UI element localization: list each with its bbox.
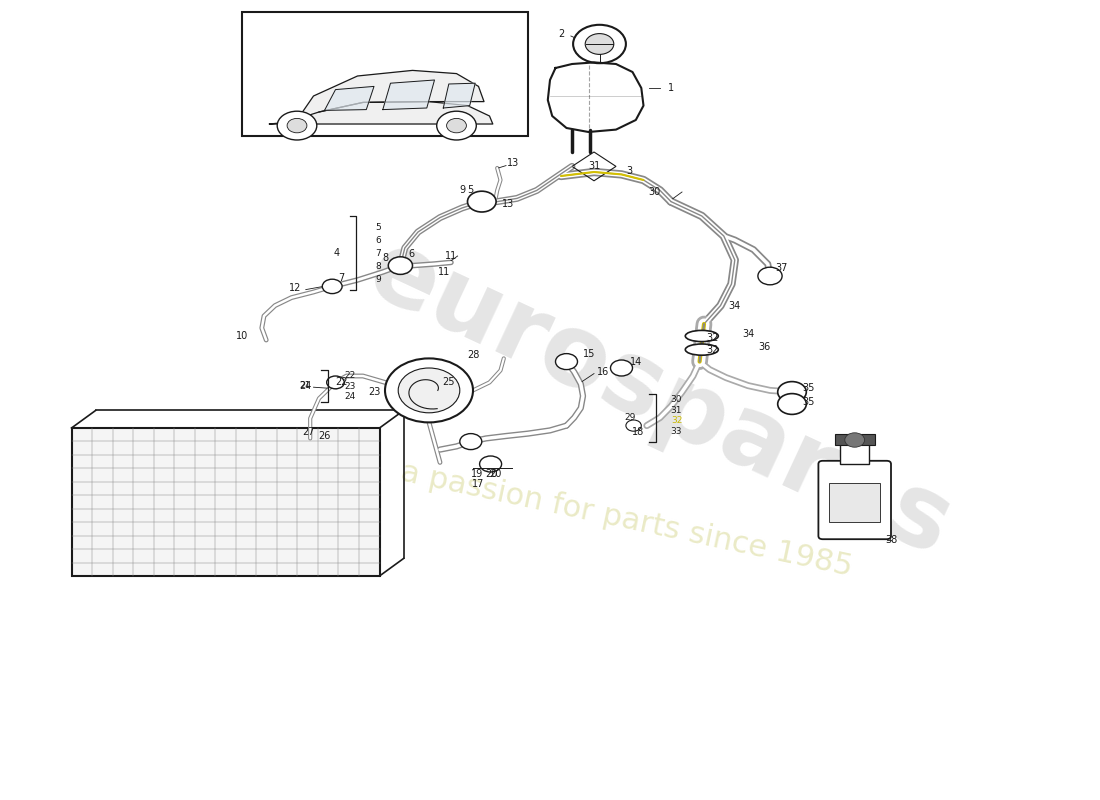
Circle shape: [845, 433, 865, 447]
Circle shape: [437, 111, 476, 140]
Ellipse shape: [685, 344, 718, 355]
Text: 25: 25: [442, 377, 455, 386]
Text: 37: 37: [774, 263, 788, 273]
Text: 21: 21: [299, 381, 310, 390]
Circle shape: [778, 394, 806, 414]
Polygon shape: [270, 102, 493, 124]
Text: 28: 28: [466, 350, 480, 360]
Circle shape: [480, 456, 502, 472]
Text: 7: 7: [338, 274, 344, 283]
Circle shape: [468, 191, 496, 212]
Text: 34: 34: [741, 330, 755, 339]
Text: 23: 23: [367, 387, 381, 397]
FancyBboxPatch shape: [818, 461, 891, 539]
Circle shape: [447, 118, 466, 133]
Circle shape: [626, 420, 641, 431]
Circle shape: [327, 376, 344, 389]
Text: 35: 35: [802, 397, 815, 406]
Text: 11: 11: [438, 267, 451, 277]
Text: 9: 9: [459, 186, 465, 195]
Text: 33: 33: [671, 426, 682, 436]
Text: 5: 5: [375, 223, 382, 233]
Text: 29: 29: [625, 413, 636, 422]
Text: 27: 27: [301, 427, 315, 437]
Text: 38: 38: [884, 535, 898, 545]
Text: eurospares: eurospares: [353, 222, 967, 578]
Circle shape: [460, 434, 482, 450]
Text: 32: 32: [706, 346, 719, 355]
Circle shape: [388, 257, 412, 274]
Circle shape: [778, 382, 806, 402]
Text: 26: 26: [318, 431, 331, 441]
Text: 13: 13: [506, 158, 519, 168]
Text: 14: 14: [629, 358, 642, 367]
Text: 6: 6: [408, 250, 415, 259]
Text: 24: 24: [299, 381, 312, 390]
Bar: [72, 428, 379, 576]
Polygon shape: [548, 62, 643, 132]
Circle shape: [398, 368, 460, 413]
Polygon shape: [443, 83, 475, 108]
Text: 11: 11: [444, 251, 458, 261]
Circle shape: [385, 358, 473, 422]
Circle shape: [585, 34, 614, 54]
Text: 22: 22: [334, 378, 348, 387]
Text: 13: 13: [502, 199, 515, 209]
Ellipse shape: [685, 330, 718, 342]
Circle shape: [610, 360, 632, 376]
Text: 9: 9: [375, 274, 382, 284]
Polygon shape: [324, 86, 374, 110]
Text: 23: 23: [344, 382, 355, 391]
Text: 4: 4: [333, 248, 340, 258]
Text: 19: 19: [471, 469, 484, 478]
Polygon shape: [383, 80, 434, 110]
Text: 30: 30: [671, 395, 682, 405]
Text: 35: 35: [802, 383, 815, 393]
Text: 22: 22: [344, 371, 355, 381]
Text: 8: 8: [382, 254, 388, 263]
Text: 2: 2: [558, 29, 564, 38]
Circle shape: [322, 279, 342, 294]
Bar: [835, 434, 874, 445]
Text: 8: 8: [375, 262, 382, 271]
Text: 6: 6: [375, 236, 382, 246]
Text: 18: 18: [631, 427, 645, 437]
Text: 20: 20: [485, 469, 498, 478]
Text: 31: 31: [671, 406, 682, 415]
Polygon shape: [302, 70, 484, 112]
Text: 16: 16: [596, 367, 609, 377]
Text: 32: 32: [671, 416, 682, 426]
Text: 31: 31: [587, 162, 601, 171]
Text: 12: 12: [288, 283, 301, 293]
Bar: [840, 444, 869, 464]
Circle shape: [573, 25, 626, 63]
Text: 3: 3: [626, 166, 632, 176]
Text: 10: 10: [235, 331, 249, 341]
Circle shape: [287, 118, 307, 133]
Text: 32: 32: [706, 333, 719, 342]
Text: 24: 24: [344, 392, 355, 402]
Circle shape: [758, 267, 782, 285]
Text: 1: 1: [668, 83, 674, 93]
Text: 7: 7: [375, 249, 382, 258]
Text: a passion for parts since 1985: a passion for parts since 1985: [398, 458, 856, 582]
Circle shape: [556, 354, 578, 370]
Text: 30: 30: [648, 187, 661, 197]
Text: 17: 17: [472, 479, 485, 489]
Circle shape: [277, 111, 317, 140]
Text: 5: 5: [468, 186, 474, 195]
Text: 15: 15: [583, 349, 596, 358]
Text: 36: 36: [758, 342, 771, 352]
Bar: [829, 483, 880, 522]
Text: 20: 20: [488, 469, 502, 478]
Text: 34: 34: [728, 301, 741, 310]
Bar: [242, 12, 528, 136]
